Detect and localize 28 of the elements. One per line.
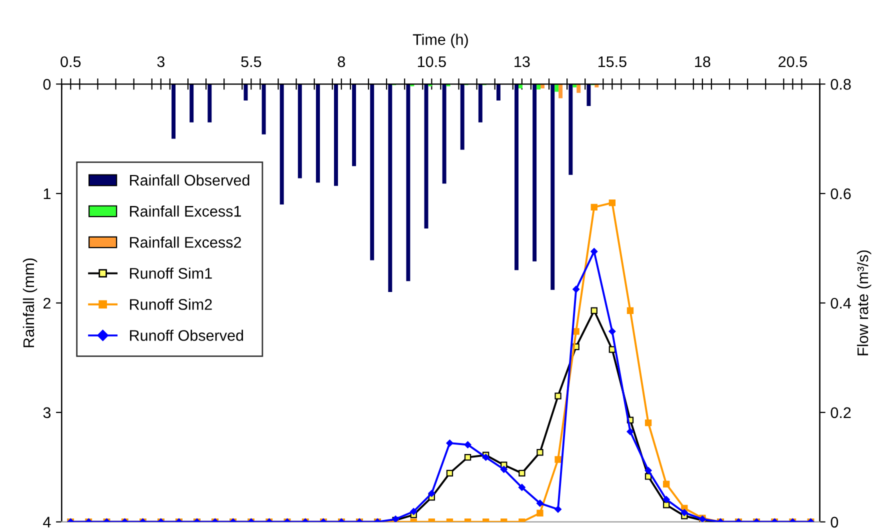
y2-tick-label: 0.2 [830, 407, 851, 418]
y-axis-title: Rainfall (mm) [22, 258, 38, 348]
x-tick-label: 8 [338, 56, 345, 68]
y-tick-label: 2 [43, 298, 50, 309]
y-tick-label: 1 [44, 188, 50, 200]
y2-tick-label: 0.4 [830, 298, 851, 309]
legend-label: Rainfall Observed [130, 174, 250, 186]
legend-label: Rainfall Excess2 [130, 236, 241, 248]
x-axis-title: Time (h) [412, 34, 468, 48]
y-tick-label: 4 [43, 516, 51, 528]
legend-label: Rainfall Excess1 [130, 206, 241, 217]
y2-tick-label: 0 [830, 516, 838, 528]
y2-tick-label: 0.8 [830, 78, 851, 90]
x-tick-label: 3 [157, 56, 164, 68]
y-tick-label: 3 [43, 407, 51, 418]
legend-label: Runoff Sim2 [130, 298, 212, 310]
x-tick-label: 0.5 [60, 56, 81, 68]
x-tick-label: 10.5 [418, 56, 446, 68]
y2-tick-label: 0.6 [830, 188, 851, 200]
x-tick-label: 5.5 [241, 56, 262, 68]
y2-axis-title: Flow rate (m³/s) [856, 250, 872, 356]
legend-label: Runoff Sim1 [130, 268, 212, 279]
legend-label: Runoff Observed [130, 330, 244, 341]
y-tick-label: 0 [43, 78, 51, 90]
x-tick-label: 18 [695, 56, 710, 68]
x-tick-label: 13 [514, 56, 530, 68]
x-tick-label: 15.5 [598, 56, 626, 68]
x-tick-label: 20.5 [778, 56, 807, 68]
